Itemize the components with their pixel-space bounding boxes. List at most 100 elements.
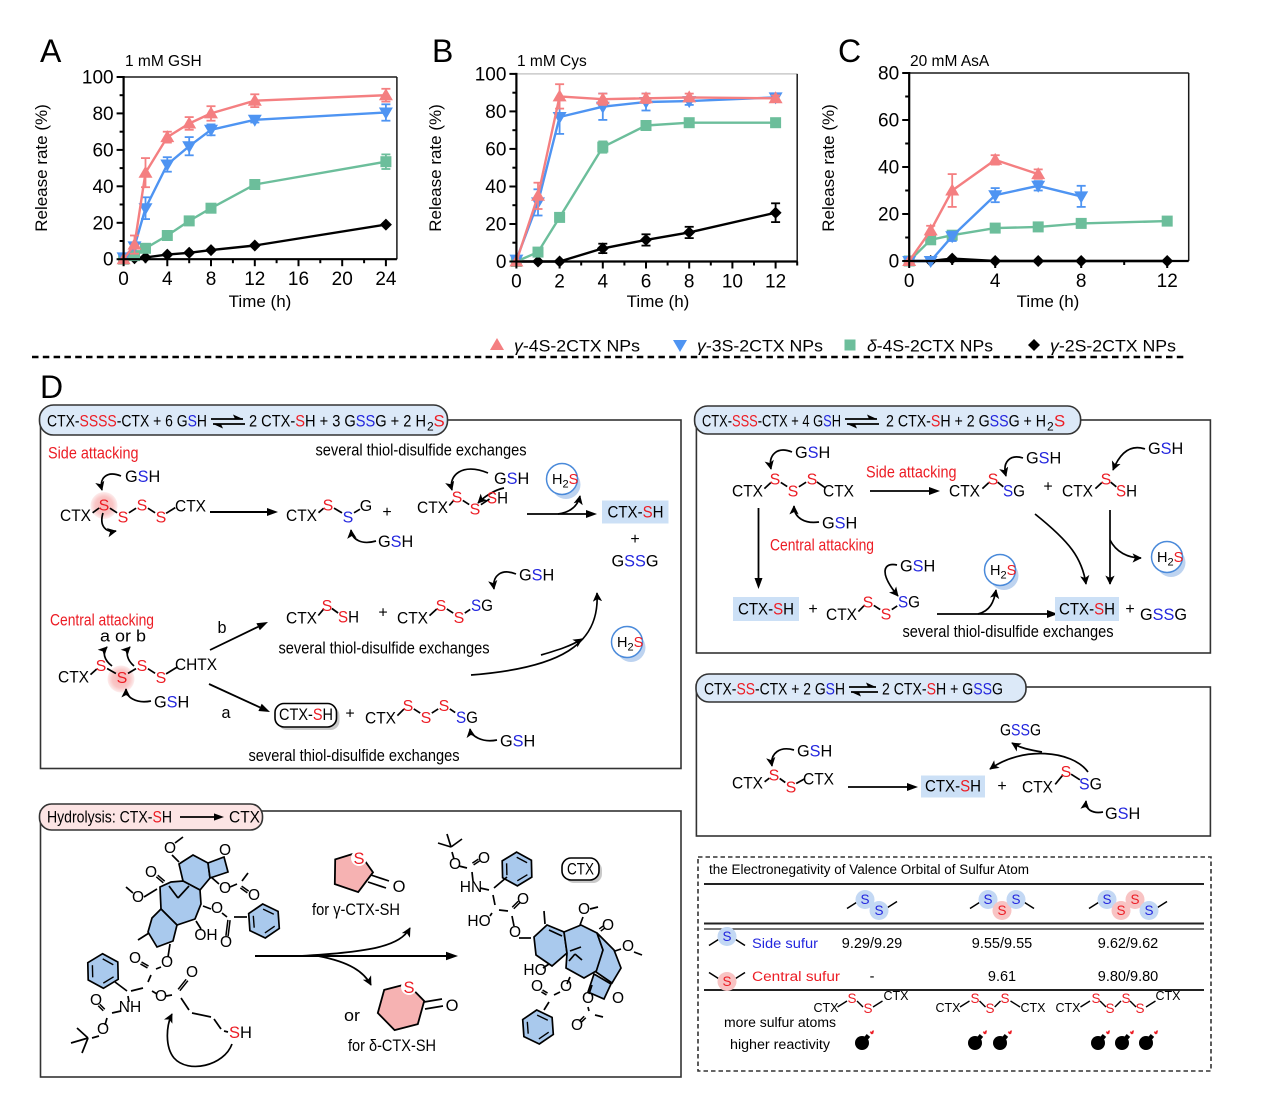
svg-text:O: O: [145, 864, 157, 881]
svg-text:O: O: [129, 950, 141, 967]
svg-text:S: S: [137, 658, 148, 675]
svg-text:CTX: CTX: [1156, 989, 1182, 1003]
svg-text:GSSG: GSSG: [1140, 605, 1187, 624]
svg-text:+: +: [1125, 601, 1134, 618]
svg-text:several thiol-disulfide exchan: several thiol-disulfide exchanges: [279, 639, 490, 658]
svg-text:SG: SG: [898, 593, 920, 612]
svg-text:NH: NH: [119, 999, 141, 1016]
svg-text:S: S: [454, 610, 465, 627]
svg-text:a or b: a or b: [100, 627, 146, 646]
svg-text:S: S: [1101, 472, 1112, 489]
svg-text:S: S: [156, 510, 167, 527]
svg-text:S: S: [1011, 892, 1020, 907]
svg-text:SG: SG: [456, 708, 478, 727]
svg-text:0: 0: [103, 250, 114, 271]
svg-text:12: 12: [244, 269, 265, 290]
svg-text:O: O: [478, 850, 490, 867]
svg-text:CTX: CTX: [814, 1001, 840, 1015]
svg-text:12: 12: [765, 272, 786, 293]
svg-text:CTX: CTX: [803, 770, 834, 789]
svg-text:60: 60: [92, 140, 113, 161]
svg-text:for δ-CTX-SH: for δ-CTX-SH: [348, 1037, 436, 1055]
svg-text:or: or: [344, 1007, 361, 1025]
svg-text:80: 80: [92, 104, 113, 125]
svg-text:2 CTX-SH + 3 GSSG + 2 H: 2 CTX-SH + 3 GSSG + 2 H: [249, 412, 426, 431]
svg-text:0: 0: [496, 252, 507, 273]
svg-text:O: O: [393, 878, 406, 896]
svg-text:GSH: GSH: [822, 515, 857, 533]
svg-text:S: S: [96, 658, 107, 675]
svg-text:6: 6: [641, 272, 652, 293]
svg-text:S: S: [439, 698, 450, 715]
svg-text:O: O: [211, 900, 223, 917]
svg-text:CTX: CTX: [1056, 1001, 1082, 1015]
svg-text:GSH: GSH: [500, 733, 535, 751]
svg-text:CTX-SH: CTX-SH: [738, 600, 794, 619]
svg-text:2: 2: [1047, 420, 1054, 434]
svg-text:Side sufur: Side sufur: [752, 936, 818, 952]
svg-text:several thiol-disulfide exchan: several thiol-disulfide exchanges: [316, 441, 527, 460]
svg-text:for γ-CTX-SH: for γ-CTX-SH: [312, 901, 400, 919]
svg-text:24: 24: [375, 269, 397, 290]
svg-text:S: S: [786, 780, 797, 797]
svg-text:HN: HN: [460, 879, 482, 896]
svg-text:CTX: CTX: [1022, 778, 1053, 797]
svg-text:GSH: GSH: [795, 444, 830, 462]
svg-text:S: S: [470, 502, 481, 519]
svg-text:60: 60: [485, 139, 506, 160]
svg-text:GSH: GSH: [797, 743, 832, 761]
svg-text:O: O: [155, 988, 167, 1005]
svg-text:S: S: [847, 991, 856, 1006]
svg-text:S: S: [323, 498, 334, 515]
svg-text:10: 10: [722, 272, 743, 293]
svg-text:CTX-SH: CTX-SH: [279, 705, 333, 724]
svg-text:+: +: [378, 605, 387, 622]
svg-text:0: 0: [118, 269, 129, 290]
svg-text:higher reactivity: higher reactivity: [730, 1037, 831, 1053]
svg-text:8: 8: [206, 269, 217, 290]
svg-text:Hydrolysis: CTX-SH: Hydrolysis: CTX-SH: [47, 809, 172, 827]
svg-text:several thiol-disulfide exchan: several thiol-disulfide exchanges: [249, 746, 460, 765]
svg-text:S: S: [1105, 1001, 1114, 1016]
svg-text:20: 20: [485, 215, 506, 236]
svg-text:S: S: [403, 698, 414, 715]
svg-text:S: S: [770, 472, 781, 489]
svg-text:O: O: [219, 842, 231, 859]
svg-text:CTX: CTX: [567, 860, 594, 879]
svg-text:S: S: [1054, 412, 1065, 431]
svg-text:SH: SH: [1116, 482, 1137, 501]
svg-text:S: S: [117, 670, 128, 687]
svg-text:Time (h): Time (h): [229, 292, 292, 311]
svg-text:0: 0: [904, 271, 915, 292]
svg-text:1 mM Cys: 1 mM Cys: [517, 53, 587, 70]
svg-text:S: S: [1061, 764, 1072, 781]
svg-text:O: O: [517, 891, 529, 908]
svg-text:40: 40: [485, 177, 506, 198]
svg-text:O: O: [578, 901, 590, 918]
svg-text:S: S: [1121, 991, 1130, 1006]
svg-text:several thiol-disulfide exchan: several thiol-disulfide exchanges: [903, 622, 1114, 641]
svg-text:SG: SG: [1003, 482, 1025, 501]
svg-text:SH: SH: [229, 1024, 252, 1042]
svg-text:HO: HO: [467, 913, 490, 930]
svg-text:CTX: CTX: [286, 506, 317, 525]
svg-text:O: O: [90, 992, 102, 1009]
svg-text:CTX: CTX: [175, 497, 206, 516]
svg-text:Release rate (%): Release rate (%): [426, 104, 445, 232]
svg-text:O: O: [164, 840, 176, 857]
svg-text:-: -: [870, 969, 875, 985]
svg-text:Time (h): Time (h): [627, 292, 690, 311]
svg-text:C: C: [838, 33, 861, 69]
svg-text:8: 8: [684, 272, 695, 293]
svg-text:SH: SH: [338, 608, 359, 627]
svg-text:γ-2S-2CTX NPs: γ-2S-2CTX NPs: [1050, 337, 1176, 356]
svg-text:SG: SG: [1079, 775, 1102, 794]
svg-text:O: O: [612, 990, 624, 1007]
svg-text:1 mM GSH: 1 mM GSH: [125, 53, 202, 70]
svg-text:CTX-SH: CTX-SH: [925, 777, 981, 796]
svg-text:B: B: [432, 33, 453, 69]
svg-text:Side attacking: Side attacking: [48, 444, 139, 463]
svg-text:CTX-SH: CTX-SH: [608, 503, 664, 522]
svg-text:CTX: CTX: [823, 482, 854, 501]
svg-text:CTX-SSSS-CTX + 6 GSH: CTX-SSSS-CTX + 6 GSH: [47, 412, 207, 431]
